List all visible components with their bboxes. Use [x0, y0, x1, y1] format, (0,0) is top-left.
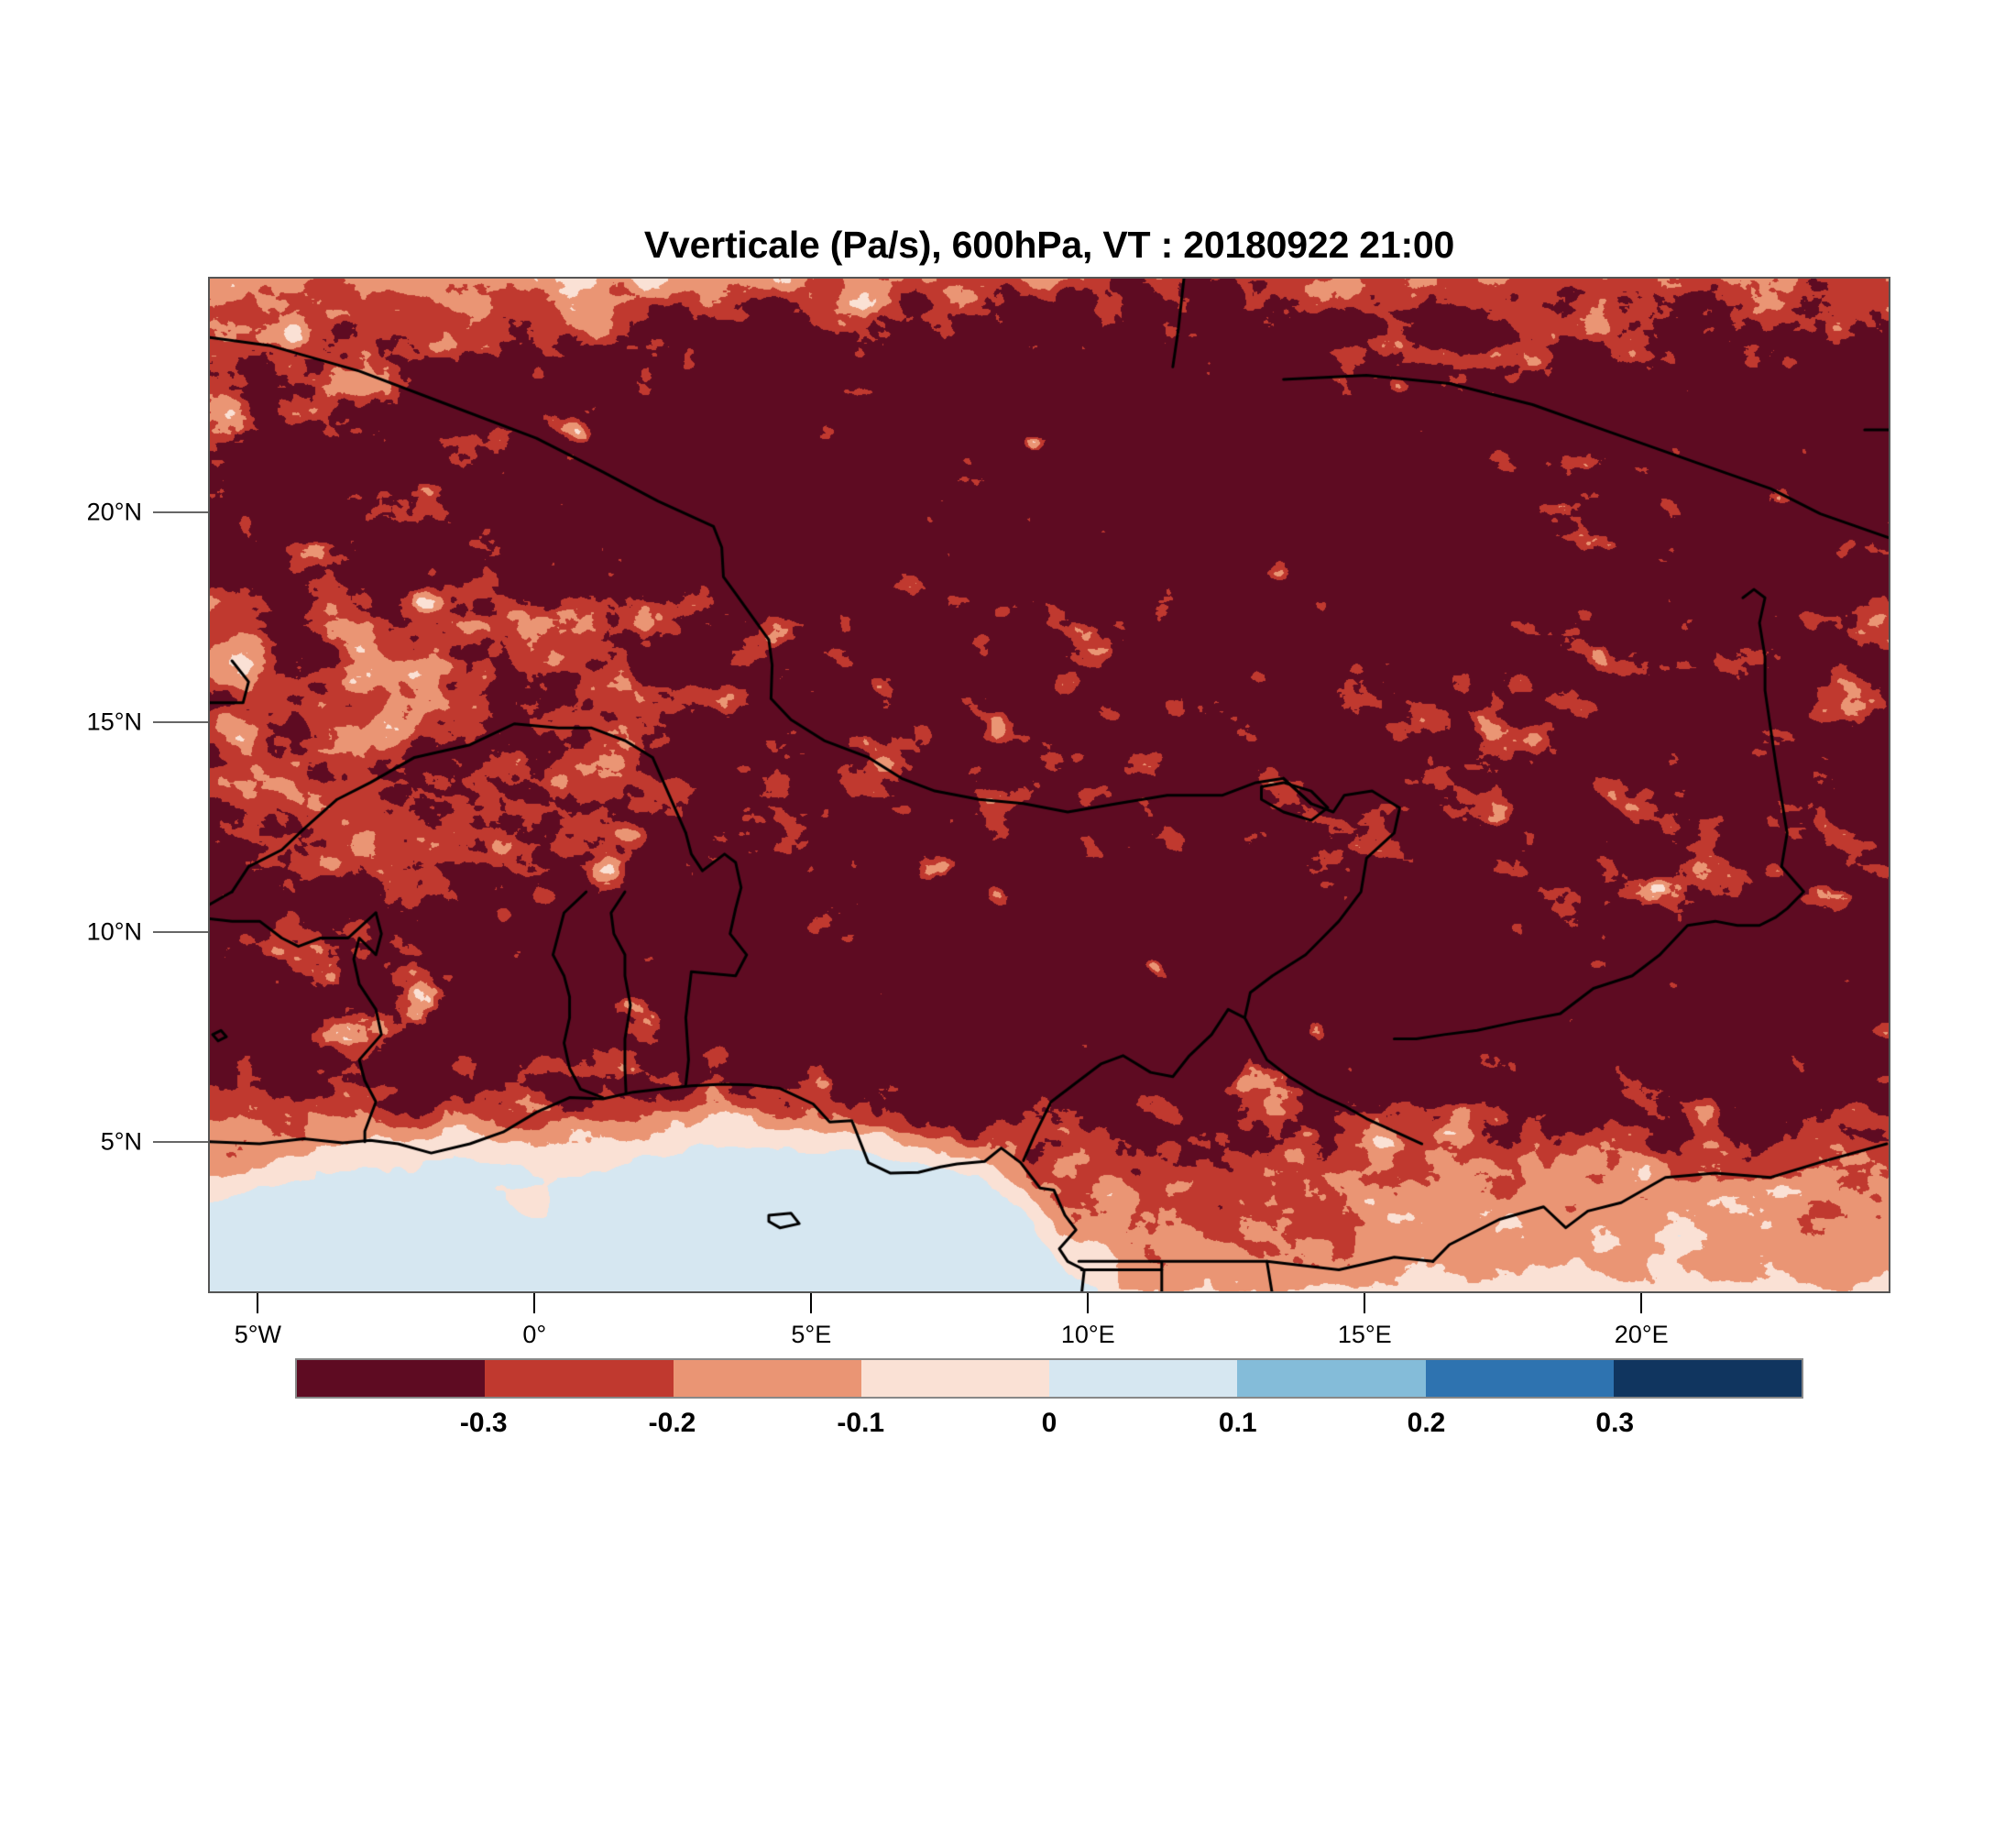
y-axis-tick-3 [153, 1141, 208, 1144]
y-axis-label-3: 5°N [100, 1127, 142, 1156]
colorbar-swatch-5 [1237, 1360, 1426, 1397]
colorbar-swatch-4 [1049, 1360, 1238, 1397]
x-axis-label-2: 5°E [791, 1321, 832, 1348]
x-axis-tick-4 [1364, 1293, 1366, 1313]
x-axis-label-5: 20°E [1614, 1321, 1669, 1348]
y-axis-tick-1 [153, 720, 208, 723]
page-title: Vverticale (Pa/s), 600hPa, VT : 20180922… [643, 224, 1455, 266]
y-axis-label-0: 20°N [86, 498, 142, 526]
coastline-and-border-overlay [210, 279, 1889, 1291]
colorbar [295, 1358, 1803, 1399]
colorbar-swatch-3 [860, 1360, 1049, 1397]
x-axis-label-1: 0° [522, 1321, 547, 1348]
colorbar-tick-label-1: -0.2 [648, 1408, 696, 1438]
colorbar-swatch-2 [673, 1360, 861, 1397]
map-plot-area [208, 277, 1890, 1293]
colorbar-swatch-6 [1425, 1360, 1614, 1397]
colorbar-tick-label-6: 0.3 [1595, 1408, 1635, 1438]
x-axis-label-0: 5°W [234, 1321, 281, 1348]
colorbar-tick-label-4: 0.1 [1218, 1408, 1257, 1438]
x-axis-tick-3 [1087, 1293, 1090, 1313]
colorbar-tick-label-3: 0 [1041, 1408, 1057, 1438]
colorbar-swatch-1 [485, 1360, 674, 1397]
colorbar-tick-label-0: -0.3 [459, 1408, 508, 1438]
x-axis-label-3: 10°E [1060, 1321, 1115, 1348]
colorbar-swatch-7 [1613, 1360, 1802, 1397]
y-axis-tick-0 [153, 510, 208, 513]
colorbar-tick-label-2: -0.1 [837, 1408, 885, 1438]
x-axis-label-4: 15°E [1337, 1321, 1392, 1348]
colorbar-swatch-0 [297, 1360, 486, 1397]
x-axis-tick-5 [1640, 1293, 1643, 1313]
x-axis-tick-2 [810, 1293, 813, 1313]
colorbar-tick-label-5: 0.2 [1407, 1408, 1446, 1438]
y-axis-label-1: 15°N [86, 708, 142, 736]
y-axis-tick-2 [153, 930, 208, 933]
y-axis-label-2: 10°N [86, 917, 142, 946]
x-axis-tick-1 [533, 1293, 536, 1313]
x-axis-tick-0 [257, 1293, 259, 1313]
